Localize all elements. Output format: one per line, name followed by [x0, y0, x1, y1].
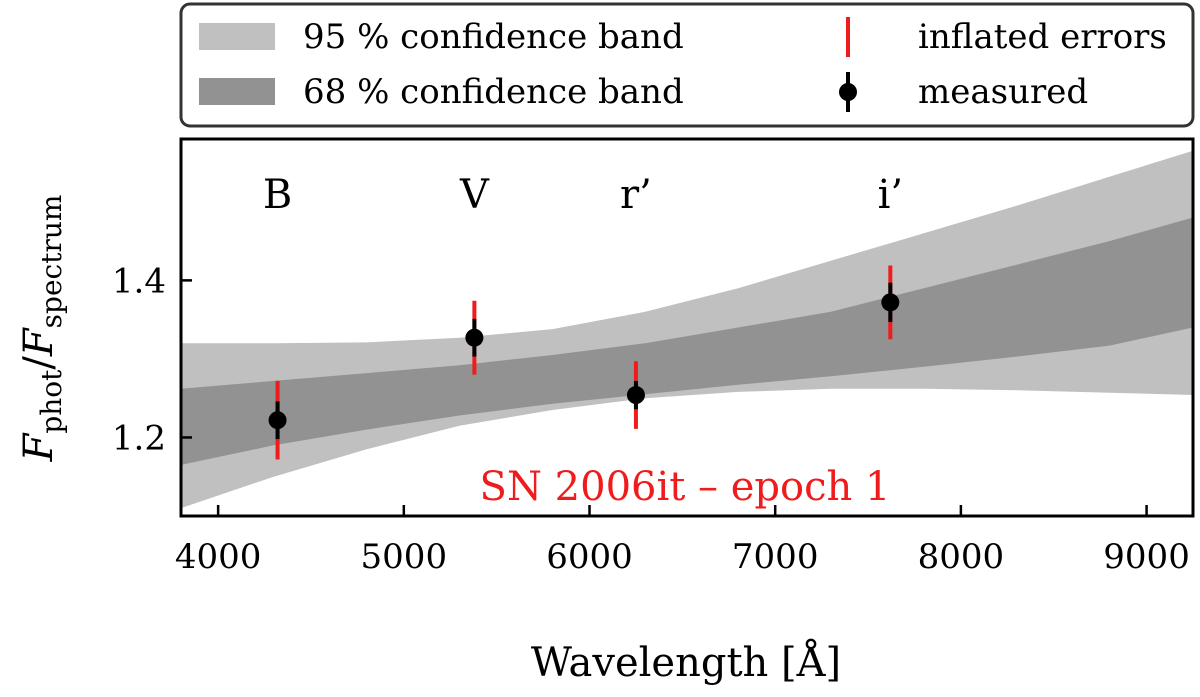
filter-label: V	[459, 172, 490, 218]
filter-label: r’	[620, 172, 652, 218]
x-axis-ticks: 4000 5000 6000 7000 8000 9000	[175, 505, 1190, 577]
x-tick-label: 9000	[1103, 537, 1190, 577]
x-axis-label: Wavelength [Å]	[531, 639, 841, 686]
y-axis-label: Fphot/Fspectrum	[16, 195, 68, 463]
y-label-num-sub: phot	[35, 369, 68, 434]
plot-frame	[179, 137, 1195, 518]
legend-swatch-measured-dot	[839, 83, 857, 101]
x-tick-label: 7000	[732, 537, 819, 577]
data-point	[881, 293, 900, 312]
y-label-den: F	[16, 327, 62, 357]
x-tick-label: 4000	[175, 537, 262, 577]
legend: 95 % confidence band 68 % confidence ban…	[179, 2, 1195, 128]
legend-label-inflated: inflated errors	[918, 17, 1167, 57]
band-68	[181, 217, 1193, 465]
filter-label: i’	[878, 172, 904, 218]
x-tick-label: 5000	[361, 537, 448, 577]
legend-swatch-band95	[199, 23, 275, 50]
x-tick-label: 6000	[546, 537, 633, 577]
y-axis-ticks: 1.2 1.4	[112, 261, 192, 458]
y-label-sep: /	[16, 356, 62, 370]
legend-label-measured: measured	[918, 72, 1088, 112]
legend-label-band68: 68 % confidence band	[303, 72, 684, 112]
confidence-bands	[181, 150, 1193, 509]
data-points	[268, 265, 900, 460]
y-label-main: F	[16, 432, 62, 462]
data-point	[268, 411, 287, 430]
legend-swatch-band68	[199, 78, 275, 105]
data-point	[465, 328, 484, 347]
chart-annotation: SN 2006it – epoch 1	[480, 464, 891, 510]
data-point	[626, 386, 645, 405]
svg-text:Fphot/Fspectrum: Fphot/Fspectrum	[16, 195, 68, 463]
legend-frame	[179, 2, 1195, 128]
y-label-den-sub: spectrum	[35, 195, 68, 329]
y-tick-label: 1.4	[112, 261, 166, 301]
x-tick-label: 8000	[918, 537, 1005, 577]
y-tick-label: 1.2	[112, 418, 166, 458]
filter-label: B	[263, 172, 292, 218]
legend-label-band95: 95 % confidence band	[303, 17, 684, 57]
